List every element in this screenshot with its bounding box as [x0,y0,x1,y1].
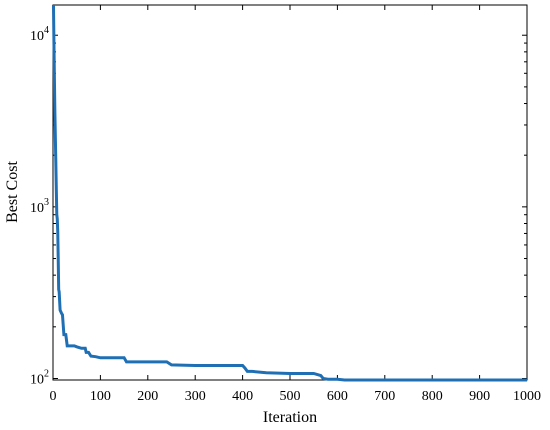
tick-labels: 0 100 200 300 400 500 600 700 800 900 1000 102 103 10… [30,25,541,404]
x-tick-label: 1000 [513,389,541,404]
x-tick-label: 900 [469,389,490,404]
x-tick-label: 200 [137,389,158,404]
x-tick-label: 500 [280,389,301,404]
x-axis-label: Iteration [263,409,317,426]
x-tick-label: 0 [50,389,57,404]
ticks [52,5,528,380]
plot-frame [52,4,528,381]
x-tick-label: 800 [422,389,443,404]
x-tick-label: 400 [232,389,253,404]
y-axis-label: Best Cost [4,161,21,223]
x-tick-label: 700 [374,389,395,404]
series-line [51,4,527,382]
y-tick-label: 103 [30,197,49,216]
x-tick-label: 600 [327,389,348,404]
x-tick-label: 300 [185,389,206,404]
y-tick-label: 102 [30,368,49,387]
x-tick-label: 100 [90,389,111,404]
plot-area [52,4,528,381]
y-tick-label: 104 [30,25,49,44]
